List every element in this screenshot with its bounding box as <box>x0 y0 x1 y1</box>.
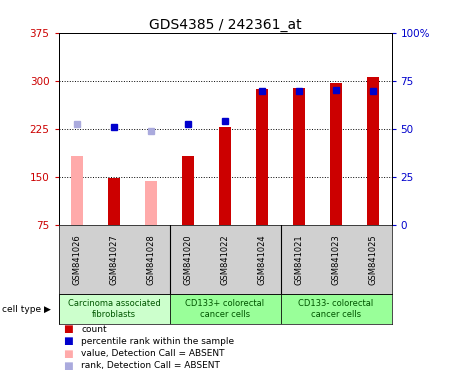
Text: ■: ■ <box>63 324 73 334</box>
Text: GSM841020: GSM841020 <box>184 234 193 285</box>
Bar <box>280 294 392 324</box>
Text: GSM841022: GSM841022 <box>220 234 230 285</box>
Text: GSM841025: GSM841025 <box>369 234 378 285</box>
Text: GSM841027: GSM841027 <box>109 234 118 285</box>
Text: ■: ■ <box>63 361 73 371</box>
Bar <box>367 77 379 225</box>
Text: rank, Detection Call = ABSENT: rank, Detection Call = ABSENT <box>81 361 220 371</box>
Bar <box>219 127 231 225</box>
Bar <box>181 156 194 225</box>
Text: GSM841028: GSM841028 <box>147 234 156 285</box>
Bar <box>144 181 158 225</box>
Bar <box>58 294 170 324</box>
Text: GSM841026: GSM841026 <box>72 234 81 285</box>
Bar <box>256 89 269 225</box>
Text: ■: ■ <box>63 336 73 346</box>
Title: GDS4385 / 242361_at: GDS4385 / 242361_at <box>148 18 302 31</box>
Bar <box>108 178 121 225</box>
Text: ■: ■ <box>63 349 73 359</box>
Bar <box>292 88 306 225</box>
Text: CD133- colorectal
cancer cells: CD133- colorectal cancer cells <box>298 300 374 319</box>
Bar <box>170 294 280 324</box>
Text: GSM841024: GSM841024 <box>257 234 266 285</box>
Text: CD133+ colorectal
cancer cells: CD133+ colorectal cancer cells <box>185 300 265 319</box>
Text: GSM841023: GSM841023 <box>332 234 341 285</box>
Text: count: count <box>81 324 107 334</box>
Text: value, Detection Call = ABSENT: value, Detection Call = ABSENT <box>81 349 225 358</box>
Text: Carcinoma associated
fibroblasts: Carcinoma associated fibroblasts <box>68 300 160 319</box>
Bar <box>329 83 342 225</box>
Text: cell type ▶: cell type ▶ <box>2 305 51 314</box>
Text: GSM841021: GSM841021 <box>294 234 303 285</box>
Bar <box>71 156 84 225</box>
Text: percentile rank within the sample: percentile rank within the sample <box>81 337 234 346</box>
